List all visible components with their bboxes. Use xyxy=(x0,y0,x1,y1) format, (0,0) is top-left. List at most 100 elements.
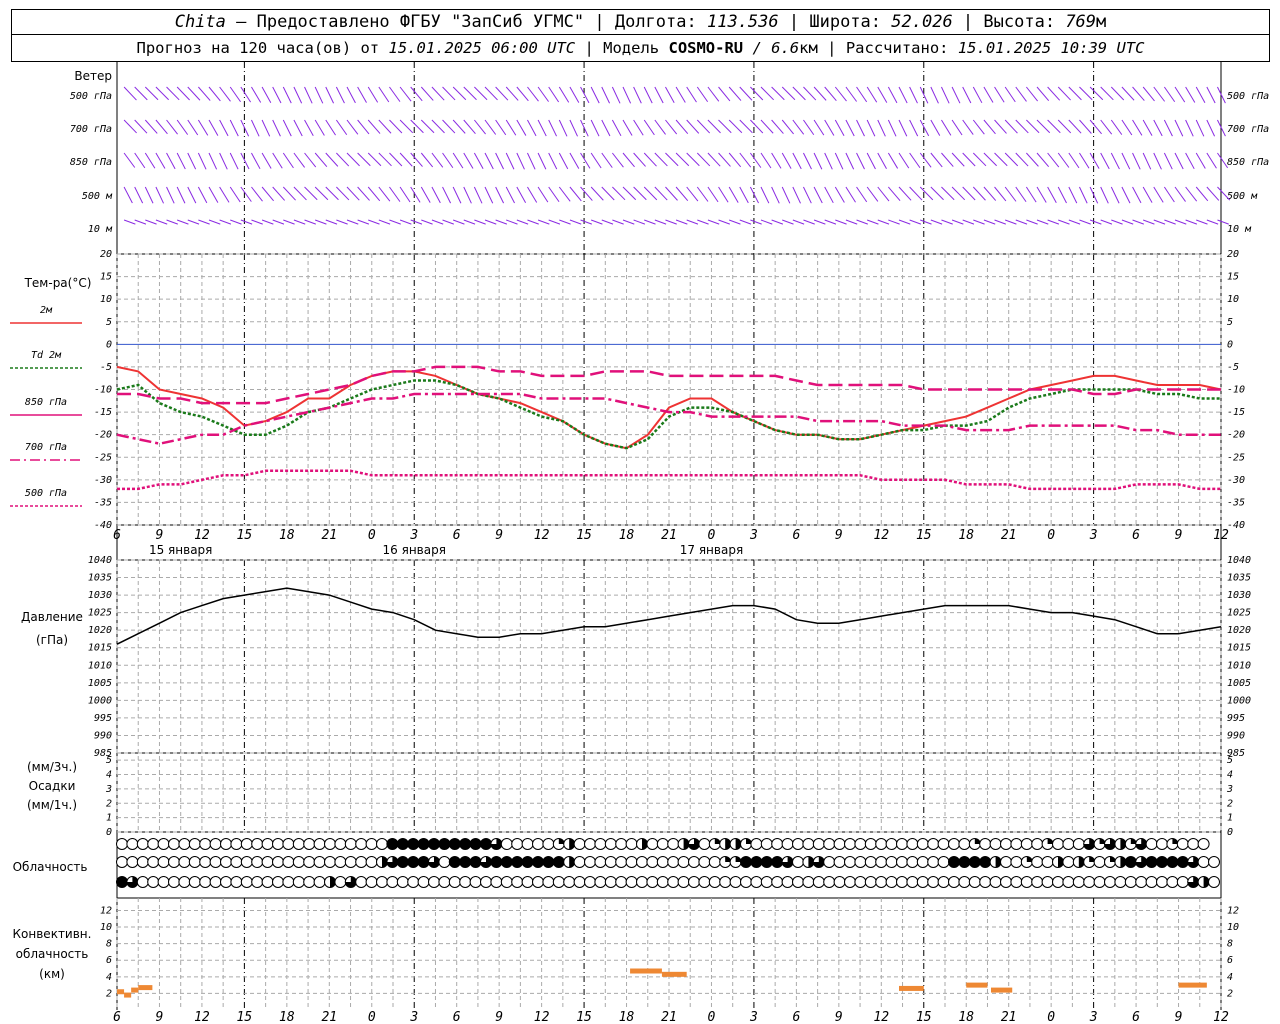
wind-barb xyxy=(951,186,966,201)
day-label: 17 января xyxy=(680,543,743,557)
cloud-circle xyxy=(573,876,586,888)
x-tick-label-bottom: 3 xyxy=(409,1010,418,1024)
wind-barb xyxy=(1195,186,1209,202)
wind-barb xyxy=(219,152,228,170)
wind-barb xyxy=(357,219,370,225)
cloud-fill-part xyxy=(1130,838,1137,844)
wind-barb xyxy=(219,219,232,225)
temp-legend-label: 700 гПа xyxy=(25,442,67,453)
wind-barb xyxy=(495,152,505,170)
cloud-circle xyxy=(532,838,544,850)
cloud-circle xyxy=(1197,838,1210,850)
cloud-circle xyxy=(1104,876,1116,888)
cloud-cover-symbol xyxy=(1208,876,1220,888)
wind-barb xyxy=(633,219,646,225)
wind-barb xyxy=(845,152,855,170)
cloud-cover-symbol xyxy=(459,838,472,850)
wind-barb xyxy=(1004,86,1016,103)
cloud-cover-symbol xyxy=(906,838,919,850)
cloud-fill-part xyxy=(1187,876,1199,888)
cloud-circle xyxy=(188,876,201,888)
cloud-cover-symbol xyxy=(864,856,877,868)
wind-barb xyxy=(1132,186,1142,204)
cloud-cover-symbol xyxy=(760,856,773,868)
calc-label: Рассчитано: xyxy=(845,39,949,57)
wind-barb xyxy=(643,119,655,136)
cloud-circle xyxy=(157,876,170,888)
cloud-cover-symbol xyxy=(802,838,815,850)
cloud-circle xyxy=(864,856,877,868)
wind-barb xyxy=(155,152,166,169)
cloud-fill-part xyxy=(1120,838,1126,850)
wind-barb xyxy=(123,152,136,168)
cloud-circle xyxy=(1072,876,1085,888)
cloud-cover-symbol xyxy=(958,838,971,850)
wind-barb xyxy=(633,86,642,104)
cloud-cover-symbol xyxy=(376,838,388,850)
cloud-cover-symbol xyxy=(708,838,721,850)
cloud-circle xyxy=(864,876,877,888)
cloud-circle xyxy=(906,856,919,868)
wind-barb xyxy=(452,119,466,134)
wind-barb xyxy=(1110,186,1120,204)
temp-series-line xyxy=(116,392,1221,445)
cloud-circle xyxy=(833,856,846,868)
wind-barb xyxy=(665,86,675,103)
cloud-cover-symbol xyxy=(781,876,794,888)
wind-barb xyxy=(580,152,591,169)
cloud-circle xyxy=(438,876,451,888)
wind-level-right: 500 м xyxy=(1227,191,1258,202)
wind-barb xyxy=(176,86,190,101)
wind-barb xyxy=(1079,86,1093,101)
wind-barb xyxy=(888,186,901,202)
wind-barb xyxy=(187,219,200,225)
cloud-circle xyxy=(1020,838,1033,850)
cloud-cover-symbol xyxy=(355,856,368,868)
wind-barb xyxy=(930,219,943,225)
wind-barb xyxy=(527,152,536,170)
cloud-fill-full xyxy=(470,856,482,868)
wind-barb xyxy=(314,119,325,136)
cloud-cover-symbol xyxy=(656,838,669,850)
wind-barb xyxy=(198,86,211,101)
cloud-cover-symbol xyxy=(927,838,940,850)
wind-barb xyxy=(994,186,1007,202)
cloud-circle xyxy=(823,856,836,868)
cloud-fill-full xyxy=(948,856,960,868)
wind-barb xyxy=(1100,186,1109,204)
cloud-circle xyxy=(448,876,461,888)
cloud-circle xyxy=(1208,876,1220,888)
wind-barb xyxy=(739,119,753,134)
wind-barb xyxy=(930,119,941,136)
wind-barb xyxy=(580,219,592,225)
cloud-circle xyxy=(625,838,638,850)
cloud-cover-symbol xyxy=(823,856,836,868)
temp-title: Тем-ра(°С) xyxy=(24,276,92,290)
wind-barb xyxy=(166,152,176,170)
wind-barb xyxy=(941,119,952,136)
cloud-cover-symbol xyxy=(937,838,950,850)
cloud-cover-symbol xyxy=(1093,838,1106,850)
cloud-cover-symbol xyxy=(1072,856,1085,868)
cloud-cover-symbol xyxy=(740,876,752,888)
x-tick-label: 3 xyxy=(1089,528,1098,543)
wind-barb xyxy=(399,186,411,203)
cloud-cover-symbol xyxy=(646,838,659,850)
cloud-circle xyxy=(688,876,700,888)
temp-ytick-right: -10 xyxy=(1227,385,1245,396)
wind-barb xyxy=(824,152,833,170)
wind-barb xyxy=(516,186,527,203)
wind-barb xyxy=(1195,86,1206,103)
cloud-cover-symbol xyxy=(604,856,617,868)
cloud-circle xyxy=(916,856,929,868)
wind-barb xyxy=(346,219,359,225)
wind-barb xyxy=(304,86,313,104)
wind-barb xyxy=(368,219,380,225)
conv-segment xyxy=(124,992,132,998)
cloud-circle xyxy=(521,838,534,850)
wind-barb xyxy=(622,86,632,104)
cloud-circle xyxy=(719,876,732,888)
cloud-cover-symbol xyxy=(885,876,898,888)
cloud-circle xyxy=(292,838,305,850)
cloud-circle xyxy=(989,838,1002,850)
